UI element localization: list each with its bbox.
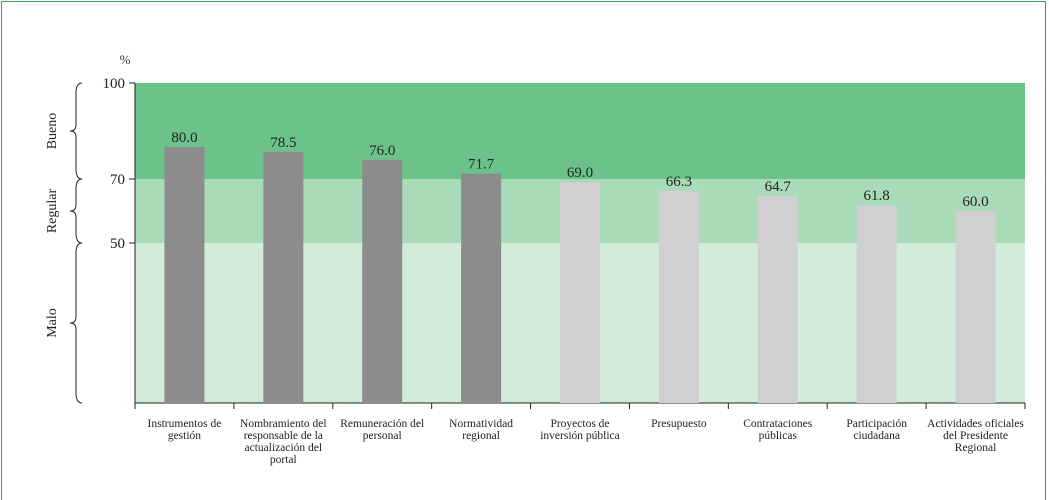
bar <box>856 205 897 403</box>
bar <box>955 211 996 403</box>
x-tick-label: Actividades oficiales del Presidente Reg… <box>927 418 1024 454</box>
bar <box>263 151 304 403</box>
value-label: 61.8 <box>864 188 890 204</box>
value-label: 64.7 <box>765 179 792 195</box>
x-tick-label: Participación ciudadana <box>846 418 907 442</box>
bar <box>461 173 502 403</box>
value-label: 71.7 <box>468 157 495 173</box>
value-label: 76.0 <box>369 143 395 159</box>
x-tick-label: Nombramiento del responsable de la actua… <box>240 418 327 466</box>
value-label: 80.0 <box>171 130 197 146</box>
y-tick-label: 50 <box>110 236 125 252</box>
x-tick-label: Proyectos de inversión pública <box>540 418 620 442</box>
band-label: Malo <box>45 308 60 338</box>
band-brace <box>69 242 83 404</box>
value-label: 66.3 <box>666 174 692 190</box>
y-tick-label: 100 <box>103 76 126 92</box>
x-tick-label: Presupuesto <box>651 418 707 430</box>
band-brace <box>69 82 83 180</box>
x-tick-label: Contrataciones públicas <box>743 418 813 442</box>
bar <box>164 147 205 403</box>
bar <box>560 182 600 403</box>
band-label: Regular <box>45 189 60 234</box>
value-label: 60.0 <box>962 194 988 210</box>
bar <box>658 190 699 403</box>
y-axis-label: % <box>120 52 131 67</box>
band-label: Bueno <box>45 113 60 150</box>
x-tick-label: Normatividad regional <box>449 418 514 442</box>
bar <box>362 159 403 403</box>
band-brace <box>69 178 83 244</box>
x-tick-label: Instrumentos de gestión <box>147 418 222 442</box>
value-label: 69.0 <box>567 165 593 181</box>
x-tick-label: Remuneración del personal <box>340 418 425 442</box>
y-tick-label: 70 <box>110 172 125 188</box>
bar <box>757 195 798 403</box>
value-label: 78.5 <box>270 135 296 151</box>
